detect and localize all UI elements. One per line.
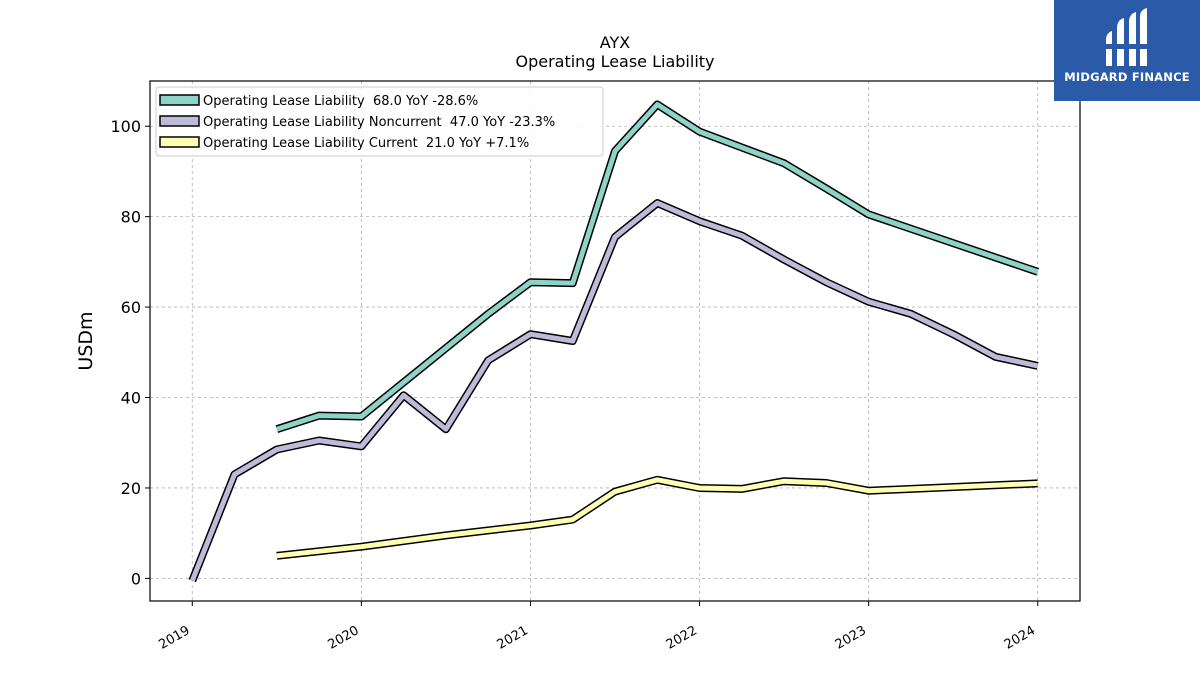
y-tick-label: 60 [121,298,141,317]
x-tick-label: 2023 [833,623,869,653]
logo-mark-icon [1106,8,1147,66]
chart-subtitle: Operating Lease Liability [515,52,714,71]
series-layer [188,100,1039,583]
brand-logo: MIDGARD FINANCE [1054,0,1200,101]
x-tick-label: 2019 [156,623,192,653]
x-tick-label: 2020 [326,623,362,653]
legend-entry: Operating Lease Liability Noncurrent 47.… [203,115,555,130]
x-tick-label: 2024 [1002,623,1038,653]
legend: Operating Lease Liability 68.0 YoY -28.6… [155,86,604,157]
series-line-1 [189,200,1039,582]
y-tick-label: 20 [121,479,141,498]
series-outline-1 [188,199,1039,583]
logo-text: MIDGARD FINANCE [1064,70,1190,84]
chart-title: AYX [600,33,630,52]
y-axis-label: USDm [75,311,97,370]
y-tick-label: 100 [110,117,141,136]
y-tick-label: 0 [131,569,141,588]
series-line-0 [276,102,1039,432]
axis-layer: 0 20 40 60 80 100 2019 2020 2021 2022 2023 2024 [110,117,1039,653]
x-tick-label: 2022 [664,623,700,653]
series-line-2 [276,477,1038,559]
y-tick-label: 40 [121,389,141,408]
legend-swatch [159,136,200,148]
x-tick-label: 2021 [495,623,531,653]
legend-swatch [159,115,200,127]
legend-box [155,86,604,157]
legend-entry: Operating Lease Liability 68.0 YoY -28.6… [203,94,478,109]
legend-swatch [159,94,200,106]
y-tick-label: 80 [121,208,141,227]
legend-entry: Operating Lease Liability Current 21.0 Y… [203,136,529,151]
grid-layer [150,81,1080,601]
plot-frame [149,80,1081,602]
